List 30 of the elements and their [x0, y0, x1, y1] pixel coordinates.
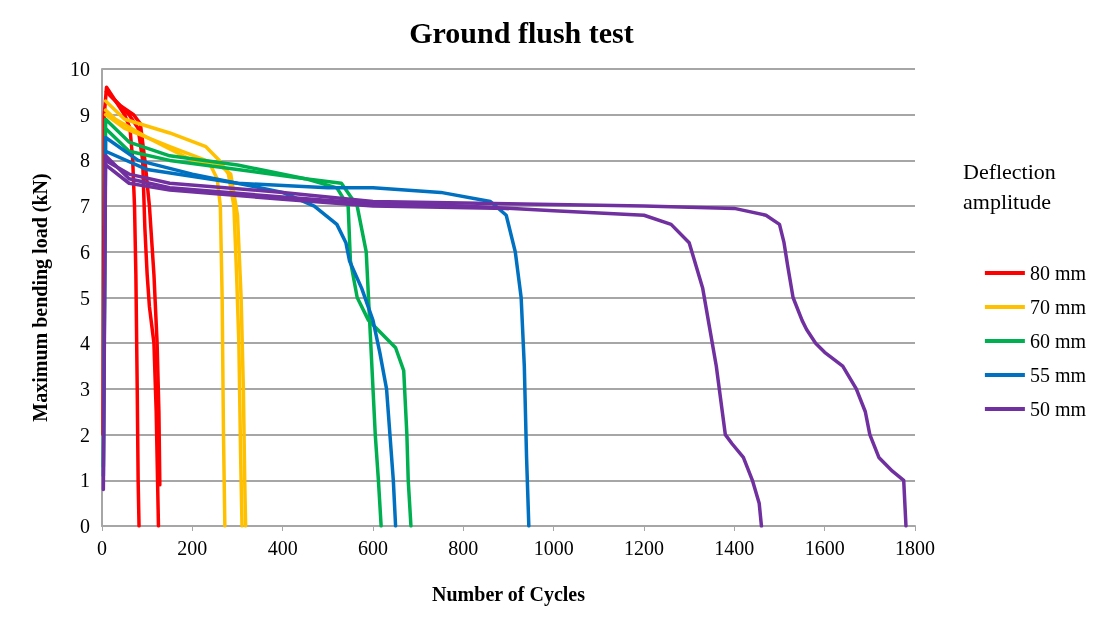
legend-label: 55 mm: [1029, 364, 1087, 386]
x-tick-label: 1000: [533, 537, 574, 559]
x-tick-label: 1600: [804, 537, 845, 559]
y-tick-label: 5: [80, 286, 90, 309]
x-tick-label: 1400: [714, 537, 755, 559]
x-tick-label: 0: [97, 537, 107, 559]
x-tick-label: 1200: [624, 537, 664, 559]
y-tick-label: 2: [80, 423, 90, 446]
y-tick-label: 1: [80, 469, 90, 492]
y-tick-label: 7: [80, 195, 90, 218]
legend-label: 70 mm: [1029, 296, 1087, 318]
y-tick-label: 4: [80, 332, 90, 355]
x-tick-label: 1800: [895, 537, 935, 559]
y-tick-label: 10: [70, 58, 90, 80]
legend-label: 60 mm: [1029, 330, 1087, 352]
y-tick-label: 9: [80, 103, 90, 126]
x-tick-label: 600: [358, 537, 388, 559]
y-tick-label: 0: [80, 515, 90, 537]
x-axis-title: Number of Cycles: [432, 583, 586, 606]
y-tick-label: 3: [80, 377, 90, 400]
legend-title: Deflection amplitude: [963, 158, 1062, 214]
y-tick-label: 6: [80, 240, 90, 263]
x-tick-label: 800: [448, 537, 479, 559]
y-tick-label: 8: [80, 149, 90, 172]
legend-label: 50 mm: [1029, 398, 1087, 420]
y-axis-title: Maximum bending load (kN): [29, 173, 52, 422]
chart-title: Ground flush test: [409, 15, 634, 49]
legend-label: 80 mm: [1029, 262, 1087, 284]
x-tick-label: 400: [267, 537, 298, 559]
x-tick-label: 200: [177, 537, 208, 559]
